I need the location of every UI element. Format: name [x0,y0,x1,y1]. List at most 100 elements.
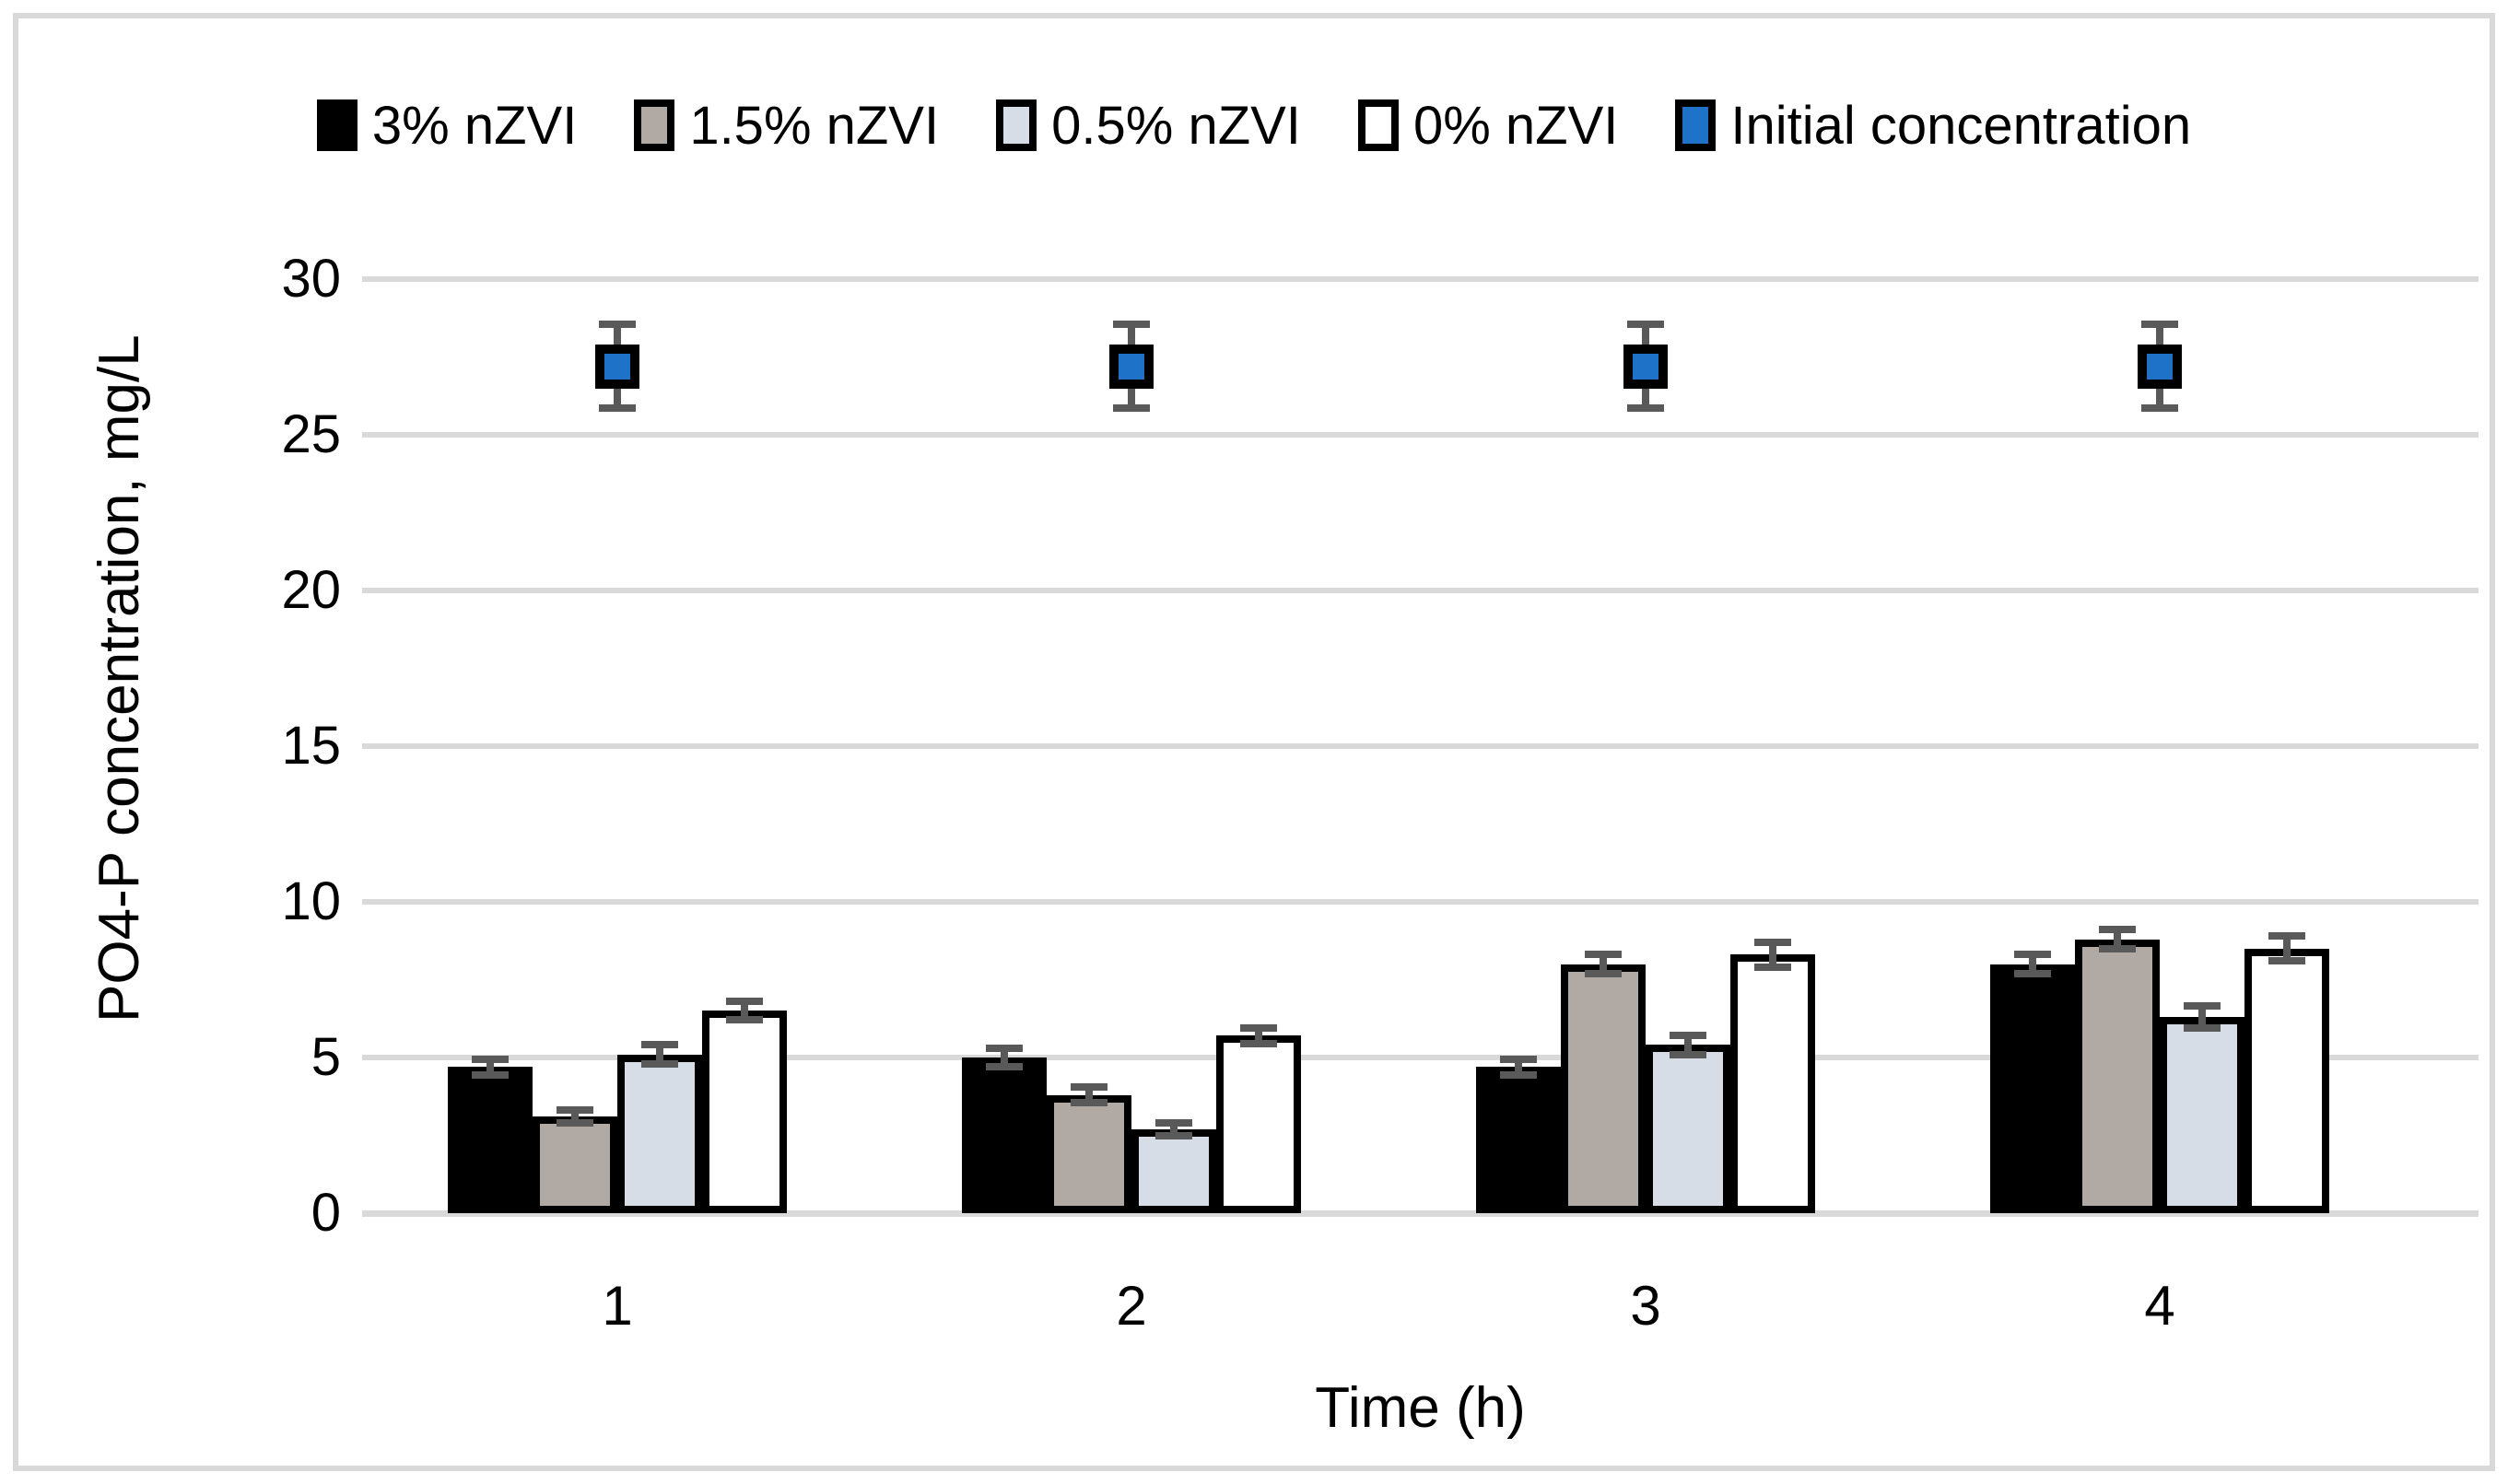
bar-1.5-nzvi [2075,939,2160,1213]
x-tick-label: 3 [1630,1275,1661,1337]
error-bar-cap [1585,969,1622,977]
y-tick-label: 30 [281,249,341,309]
y-tick-label: 0 [311,1183,341,1243]
error-bar-cap [726,1016,763,1024]
error-bar-line [2029,954,2036,974]
error-bar-cap [986,1063,1023,1071]
legend-item-label: 0.5% nZVI [1051,95,1301,156]
error-bar-cap [2099,926,2136,934]
error-bar-cap [599,321,636,328]
error-bar-cap [2268,957,2305,965]
x-tick-label: 2 [1116,1275,1147,1337]
error-bar-cap [1155,1131,1192,1139]
error-bar-cap [2268,932,2305,941]
y-tick-label: 15 [281,716,341,776]
error-bar-cap [2014,951,2051,959]
legend-item: Initial concentration [1675,95,2191,157]
gray-square-swatch-icon [634,99,675,151]
error-bar-cap [1754,963,1791,971]
bar-1.5-nzvi [1047,1094,1131,1213]
x-axis-title: Time (h) [1315,1376,1526,1440]
black-square-swatch-icon [316,99,357,151]
error-bar-line [486,1058,494,1075]
error-bar-cap [1500,1055,1537,1063]
error-bar-line [1001,1047,1008,1068]
legend-item-label: Initial concentration [1730,95,2192,156]
error-bar-cap [2184,1023,2221,1032]
error-bar-line [656,1045,663,1064]
error-bar-cap [1627,321,1664,328]
error-bar-cap [1113,321,1150,328]
initial-concentration-marker [1109,344,1154,389]
gridline [362,743,2479,749]
bar-0.5-nzvi [617,1054,702,1213]
error-bar-cap [1071,1099,1108,1106]
bar-3-nzvi [448,1067,533,1213]
initial-concentration-marker [595,344,639,389]
gridline [362,1055,2479,1060]
error-bar-cap [2141,321,2178,328]
error-bar-line [1684,1035,1692,1055]
error-bar-cap [1585,951,1622,959]
error-bar-cap [1240,1023,1277,1032]
error-bar-cap [2184,1002,2221,1011]
error-bar-line [2283,936,2291,962]
gridline [362,899,2479,905]
error-bar-line [1515,1058,1522,1075]
error-bar-cap [2099,944,2136,952]
error-bar-cap [557,1118,593,1127]
initial-concentration-marker [1623,344,1668,389]
bar-0.5-nzvi [1646,1045,1730,1213]
error-bar-cap [726,998,763,1006]
legend-item-label: 3% nZVI [371,95,578,156]
x-tick-label: 1 [602,1275,633,1337]
error-bar-cap [1670,1032,1706,1040]
bar-0.5-nzvi [1131,1128,1216,1213]
y-tick-label: 20 [281,560,341,620]
error-bar-line [1085,1087,1093,1103]
error-bar-cap [1113,404,1150,413]
error-bar-line [571,1110,579,1123]
error-bar-cap [1627,404,1664,413]
error-bar-cap [641,1041,678,1049]
error-bar-cap [1754,938,1791,946]
legend-item-label: 0% nZVI [1412,95,1619,156]
gridline [362,588,2479,593]
bar-3-nzvi [1476,1067,1561,1213]
error-bar-cap [641,1059,678,1068]
error-bar-line [1600,954,1607,974]
blue-square-swatch-icon [1675,99,1717,151]
bar-0-nzvi [1216,1035,1301,1213]
bar-0-nzvi [702,1011,787,1213]
error-bar-line [2114,929,2121,949]
error-bar-cap [557,1106,593,1115]
bar-3-nzvi [1990,964,2075,1213]
error-bar-cap [2141,404,2178,413]
error-bar-cap [472,1055,509,1063]
bar-1.5-nzvi [533,1116,617,1213]
bar-0-nzvi [2244,948,2329,1213]
error-bar-cap [986,1044,1023,1052]
gridline [362,432,2479,438]
error-bar-cap [1155,1118,1192,1127]
legend-item: 1.5% nZVI [634,95,939,157]
y-tick-label: 5 [311,1027,341,1087]
legend-item: 3% nZVI [316,95,578,157]
error-bar-cap [2014,969,2051,977]
error-bar-line [2198,1006,2206,1028]
y-tick-label: 10 [281,871,341,931]
error-bar-cap [472,1070,509,1079]
bar-0.5-nzvi [2160,1017,2244,1213]
y-axis-title: PO4-P concentration, mg/L [88,334,151,1022]
error-bar-line [1769,941,1776,967]
error-bar-cap [1240,1039,1277,1047]
error-bar-line [1255,1027,1262,1044]
bar-0-nzvi [1730,954,1815,1213]
gridline [362,276,2479,282]
legend: 3% nZVI 1.5% nZVI 0.5% nZVI 0% nZVI Initial … [37,81,2471,169]
initial-concentration-marker [2138,344,2182,389]
lightblue-square-swatch-icon [996,99,1037,151]
error-bar-line [1170,1122,1178,1136]
